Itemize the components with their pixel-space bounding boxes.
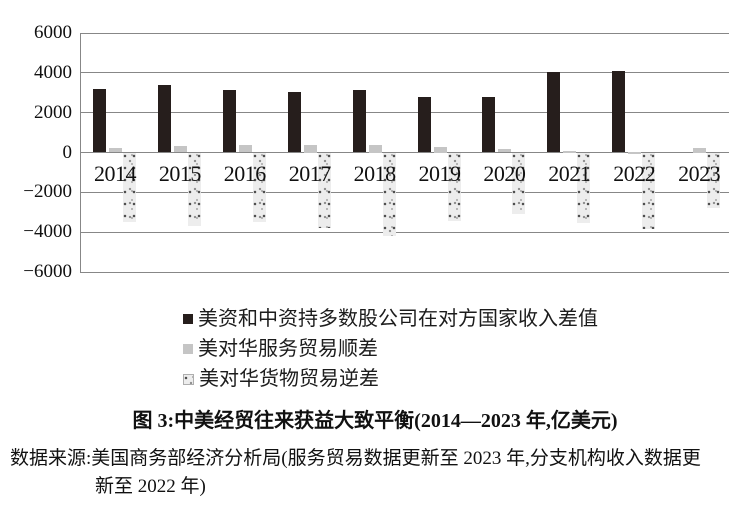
bar-income-diff-2015 [157, 84, 171, 153]
bar-goods-deficit-2021 [577, 152, 591, 224]
bar-services-surplus-2014 [109, 147, 122, 153]
bar-income-diff-2020 [482, 96, 496, 153]
x-axis-label-2021: 2021 [548, 160, 591, 186]
gridline--4000 [80, 231, 729, 233]
bar-income-diff-2019 [417, 97, 431, 153]
y-axis-tick-label: 6000 [34, 22, 72, 43]
bar-services-surplus-2018 [368, 144, 382, 153]
x-axis-label-2015: 2015 [158, 160, 202, 186]
bar-services-surplus-2015 [173, 146, 187, 153]
legend-item-goods-deficit: 美对华货物贸易逆差 [183, 364, 598, 394]
gridline--6000 [80, 271, 729, 273]
bar-income-diff-2022 [612, 70, 626, 153]
bar-goods-deficit-2023 [707, 152, 721, 209]
bar-chart: 2014 2015 2016 2017 2018 2019 2020 2021 2022 2023… [23, 22, 729, 282]
x-axis-label-2020: 2020 [483, 160, 526, 186]
bar-goods-deficit-2022 [642, 152, 656, 230]
bar-income-diff-2017 [287, 91, 301, 153]
bar-goods-deficit-2017 [317, 152, 331, 229]
gridline-2000 [80, 112, 729, 114]
x-axis-label-2023: 2023 [678, 160, 721, 186]
bar-goods-deficit-2015 [187, 152, 201, 227]
figure-source: 数据来源:美国商务部经济分析局(服务贸易数据更新至 2023 年,分支机构收入数… [10, 445, 746, 501]
source-line-1: 数据来源:美国商务部经济分析局(服务贸易数据更新至 2023 年,分支机构收入数… [10, 448, 701, 469]
figure-caption: 图 3:中美经贸往来获益大致平衡(2014—2023 年,亿美元) [132, 410, 618, 432]
legend-label-goods-deficit: 美对华货物贸易逆差 [199, 368, 379, 390]
bar-services-surplus-2021 [563, 150, 577, 153]
source-line-2: 新至 2022 年) [95, 476, 206, 497]
legend-label-services-surplus: 美对华服务贸易顺差 [198, 338, 378, 360]
chart-legend: 美资和中资持多数股公司在对方国家收入差值 美对华服务贸易顺差 美对华货物贸易逆差 [183, 304, 598, 394]
bar-services-surplus-2023 [693, 147, 707, 153]
bar-income-diff-2016 [222, 89, 236, 153]
legend-item-services-surplus: 美对华服务贸易顺差 [183, 334, 598, 364]
bar-goods-deficit-2014 [123, 152, 136, 223]
x-axis-label-2018: 2018 [353, 160, 397, 186]
bar-services-surplus-2016 [238, 145, 252, 153]
legend-item-income-diff: 美资和中资持多数股公司在对方国家收入差值 [183, 304, 598, 334]
gridline--2000 [80, 191, 729, 193]
gridline-0 [80, 152, 729, 153]
y-axis-tick-label: −6000 [23, 261, 72, 282]
x-axis-label-2017: 2017 [288, 160, 332, 186]
bar-goods-deficit-2020 [512, 152, 526, 215]
legend-label-income-diff: 美资和中资持多数股公司在对方国家收入差值 [198, 308, 598, 330]
x-axis-label-2022: 2022 [613, 160, 656, 186]
bar-goods-deficit-2019 [447, 152, 461, 222]
x-axis-label-2019: 2019 [418, 160, 462, 186]
y-axis-tick-label: 0 [62, 141, 73, 163]
x-axis-label-2014: 2014 [94, 160, 137, 186]
y-axis-tick-label: 4000 [34, 61, 72, 83]
bar-income-diff-2021 [547, 71, 561, 153]
gridline-4000 [80, 72, 729, 74]
bar-services-surplus-2019 [433, 146, 447, 153]
bar-income-diff-2014 [93, 88, 106, 153]
x-axis-label-2016: 2016 [223, 160, 267, 186]
bar-income-diff-2018 [352, 89, 366, 153]
bar-services-surplus-2020 [498, 149, 512, 153]
bar-services-surplus-2017 [303, 144, 317, 153]
legend-marker-services-surplus [183, 344, 193, 354]
bar-goods-deficit-2018 [382, 152, 396, 237]
gridline-6000 [80, 32, 729, 34]
y-axis-tick-label: 2000 [34, 101, 72, 123]
y-axis-line [80, 33, 81, 272]
bar-goods-deficit-2016 [252, 152, 266, 223]
y-axis-tick-label: −2000 [23, 181, 72, 203]
legend-marker-goods-deficit [183, 373, 194, 385]
bar-services-surplus-2022 [628, 151, 642, 154]
legend-marker-income-diff [183, 314, 193, 324]
plot-area: 2014 2015 2016 2017 2018 2019 2020 2021 2022 2023 [80, 32, 729, 273]
y-axis-tick-label: −4000 [23, 221, 72, 243]
